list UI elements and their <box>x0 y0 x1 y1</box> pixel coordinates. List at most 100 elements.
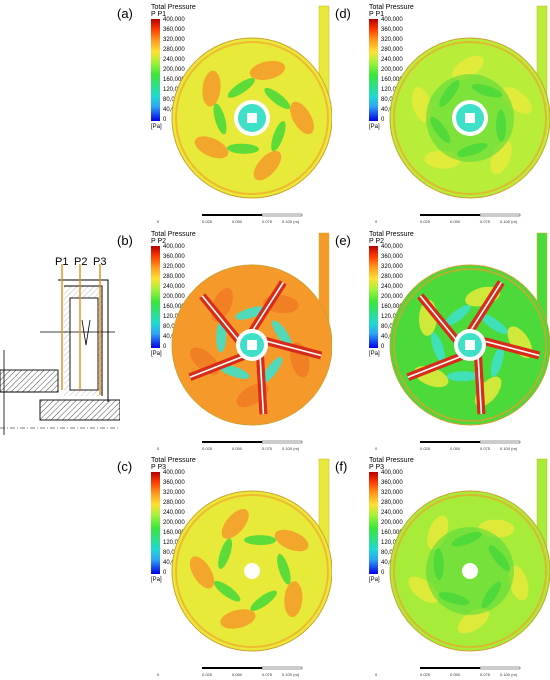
legend-title: Total Pressure <box>151 4 196 11</box>
scale-bar-label: 0.100 (m) <box>500 219 518 224</box>
scale-bar-label: 0.025 <box>420 446 431 451</box>
plane-label-p1: P1 <box>55 256 69 268</box>
scale-bar-label: 0 <box>157 446 160 451</box>
colorbar-tick-label: 240,000 <box>381 57 403 63</box>
scale-bar-label: 0 <box>375 446 378 451</box>
low-pressure-region <box>490 346 505 377</box>
scale-bar-label: 0.050 <box>232 672 243 677</box>
colorbar-tick-label: 160,000 <box>381 530 403 536</box>
legend-title: Total Pressure <box>151 231 196 238</box>
scale-bar-segment <box>479 666 521 670</box>
colorbar-tick-label: 280,000 <box>381 500 403 506</box>
colorbar-tick-label: 320,000 <box>381 490 403 496</box>
colorbar-tick-label: 360,000 <box>381 480 403 486</box>
colorbar-tick-label: 160,000 <box>381 77 403 83</box>
pressure-contour-plot <box>389 458 550 652</box>
colorbar <box>151 472 160 574</box>
colorbar-tick-label: 320,000 <box>163 264 185 270</box>
scale-bar-label: 0.050 <box>450 446 461 451</box>
colorbar-tick-label: 400,000 <box>163 244 185 250</box>
high-pressure-region <box>451 55 484 81</box>
colorbar-tick-label: 240,000 <box>163 284 185 290</box>
panel-b: (b) Total Pressure P P2 400,000 360,000 32… <box>117 227 332 451</box>
panel-f: (f) Total Pressure P P3 400,000 360,000 32… <box>335 453 550 677</box>
scale-bar: 0 0.025 0.050 0.075 0.100 (m) <box>375 666 521 677</box>
blade-edge <box>483 340 540 357</box>
colorbar-tick-label: 400,000 <box>163 470 185 476</box>
low-pressure-region <box>227 78 255 98</box>
low-pressure-region <box>271 320 293 348</box>
blade-edge <box>407 355 462 378</box>
colorbar-tick-label: 240,000 <box>381 510 403 516</box>
colorbar-tick-label: 320,000 <box>381 37 403 43</box>
legend-unit: [Pa] <box>369 577 380 583</box>
low-pressure-region <box>244 535 277 546</box>
low-pressure-region <box>446 371 479 382</box>
colorbar <box>369 246 378 348</box>
scale-bar-label: 0.025 <box>202 446 213 451</box>
pressure-contour-plot <box>389 5 550 199</box>
scale-bar-segment <box>261 213 303 217</box>
high-pressure-region <box>501 87 532 114</box>
colorbar-tick-label: 120,000 <box>381 87 403 93</box>
colorbar-tick-label: 200,000 <box>381 67 403 73</box>
colorbar-tick-label: 0 <box>163 570 167 576</box>
colorbar-tick-label: 320,000 <box>163 490 185 496</box>
low-pressure-region <box>218 538 233 569</box>
colorbar-tick-label: 320,000 <box>381 264 403 270</box>
colorbar-tick-label: 120,000 <box>381 314 403 320</box>
colorbar-tick-label: 160,000 <box>163 77 185 83</box>
colorbar <box>151 19 160 121</box>
legend-subtitle: P P2 <box>151 238 167 245</box>
high-pressure-region <box>274 529 309 552</box>
scale-bar-segment <box>202 214 262 216</box>
colorbar-tick-label: 280,000 <box>381 47 403 53</box>
legend-subtitle: P P1 <box>151 11 167 18</box>
low-pressure-region <box>444 305 471 326</box>
scale-bar-segment <box>420 441 480 443</box>
high-pressure-region <box>221 509 249 539</box>
colorbar-tick-label: 0 <box>381 344 385 350</box>
scale-bar-segment <box>479 213 521 217</box>
outer-rim <box>393 268 547 422</box>
shaft <box>465 340 475 350</box>
blade-edge <box>469 281 502 332</box>
scale-bar-label: 0.050 <box>450 672 461 677</box>
blade-edge <box>419 295 458 342</box>
plane-label-p3: P3 <box>93 256 107 268</box>
scale-bar-segment <box>261 440 303 444</box>
high-pressure-region <box>189 556 215 589</box>
high-pressure-region <box>194 136 229 159</box>
low-pressure-region <box>213 103 227 135</box>
scale-bar-label: 0.100 (m) <box>500 446 518 451</box>
panel-label: (b) <box>117 233 133 248</box>
colorbar-tick-label: 280,000 <box>163 47 185 53</box>
scale-bar-segment <box>202 667 262 669</box>
shaft <box>247 113 257 123</box>
colorbar-tick-label: 160,000 <box>163 304 185 310</box>
legend-title: Total Pressure <box>151 457 196 464</box>
panel-d: (d) Total Pressure P P1 400,000 360,000 32… <box>335 0 550 224</box>
colorbar-tick-label: 0 <box>163 344 167 350</box>
colorbar-tick-label: 0 <box>381 570 385 576</box>
colorbar-tick-label: 120,000 <box>163 314 185 320</box>
scale-bar-label: 0.075 <box>262 219 273 224</box>
scale-bar-label: 0.025 <box>202 219 213 224</box>
legend-subtitle: P P3 <box>151 464 167 471</box>
scale-bar-label: 0.100 (m) <box>500 672 518 677</box>
panel-c: (c) Total Pressure P P3 400,000 360,000 32… <box>117 453 332 677</box>
scale-bar: 0 0.025 0.050 0.075 0.100 (m) <box>157 440 303 451</box>
legend-subtitle: P P1 <box>369 11 385 18</box>
pressure-contour-plot <box>171 232 332 426</box>
shaft-hole <box>462 563 478 579</box>
high-pressure-region <box>249 60 286 80</box>
legend-unit: [Pa] <box>151 577 162 583</box>
colorbar-tick-label: 240,000 <box>381 284 403 290</box>
colorbar-tick-label: 200,000 <box>381 520 403 526</box>
blade-edge <box>477 356 483 415</box>
legend-title: Total Pressure <box>369 4 414 11</box>
legend-unit: [Pa] <box>151 124 162 130</box>
high-pressure-region <box>284 581 303 618</box>
scale-bar-label: 0.050 <box>232 446 243 451</box>
